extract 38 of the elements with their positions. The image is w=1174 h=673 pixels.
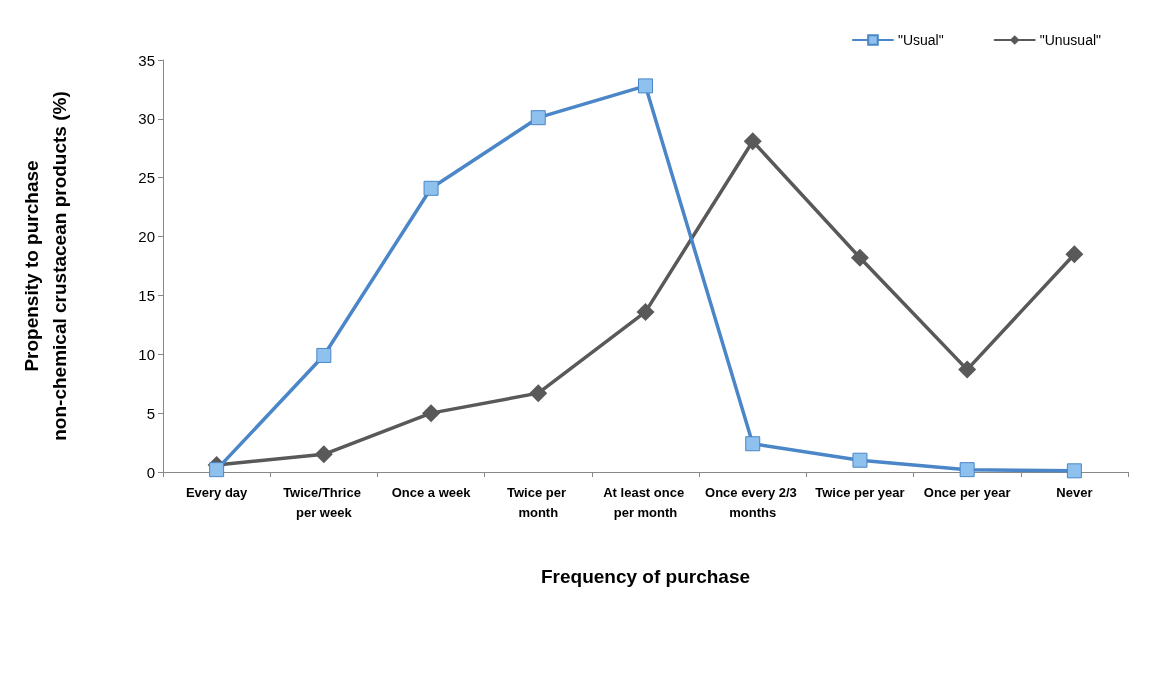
- y-tick-label: 15: [138, 286, 155, 304]
- x-axis-title: Frequency of purchase: [540, 566, 751, 587]
- x-tick-label: Once per year: [923, 484, 1011, 500]
- point: [314, 445, 333, 464]
- x-tick-label: Once every 2/3 months: [705, 484, 801, 520]
- point: [958, 360, 977, 379]
- point: [959, 462, 975, 478]
- point: [850, 248, 869, 267]
- y-tick-label: 30: [138, 110, 155, 128]
- y-tick-label: 10: [138, 345, 155, 363]
- x-tick-label: Once a week: [391, 484, 472, 500]
- point: [1066, 463, 1082, 479]
- point: [530, 110, 546, 126]
- y-tick-label: 0: [146, 463, 155, 481]
- legend-label: "Usual": [897, 32, 944, 48]
- y-axis-title: Propensity to purchase non-chemical crustacean products (%): [20, 91, 70, 441]
- point: [638, 78, 653, 94]
- point: [529, 384, 548, 403]
- legend-label: "Unusual": [1039, 32, 1102, 48]
- x-tick-label: Twice/Thrice per week: [283, 484, 365, 520]
- x-tick-label: Never: [1056, 484, 1093, 500]
- point: [743, 132, 762, 151]
- point: [209, 462, 225, 478]
- x-tick-label: Every day: [185, 484, 249, 500]
- point: [1065, 245, 1084, 264]
- y-tick-label: 5: [146, 404, 155, 422]
- x-tick-label: Twice per year: [815, 484, 905, 500]
- point: [852, 452, 868, 468]
- y-tick-label: 25: [138, 169, 155, 187]
- x-tick-label: At least once per month: [603, 484, 688, 520]
- point: [422, 404, 441, 423]
- point: [636, 302, 655, 321]
- x-tick-label: Twice per month: [506, 484, 570, 520]
- point: [423, 180, 439, 196]
- point: [745, 436, 761, 452]
- point: [316, 347, 332, 363]
- y-tick-label: 20: [138, 228, 155, 246]
- y-tick-label: 35: [138, 51, 155, 69]
